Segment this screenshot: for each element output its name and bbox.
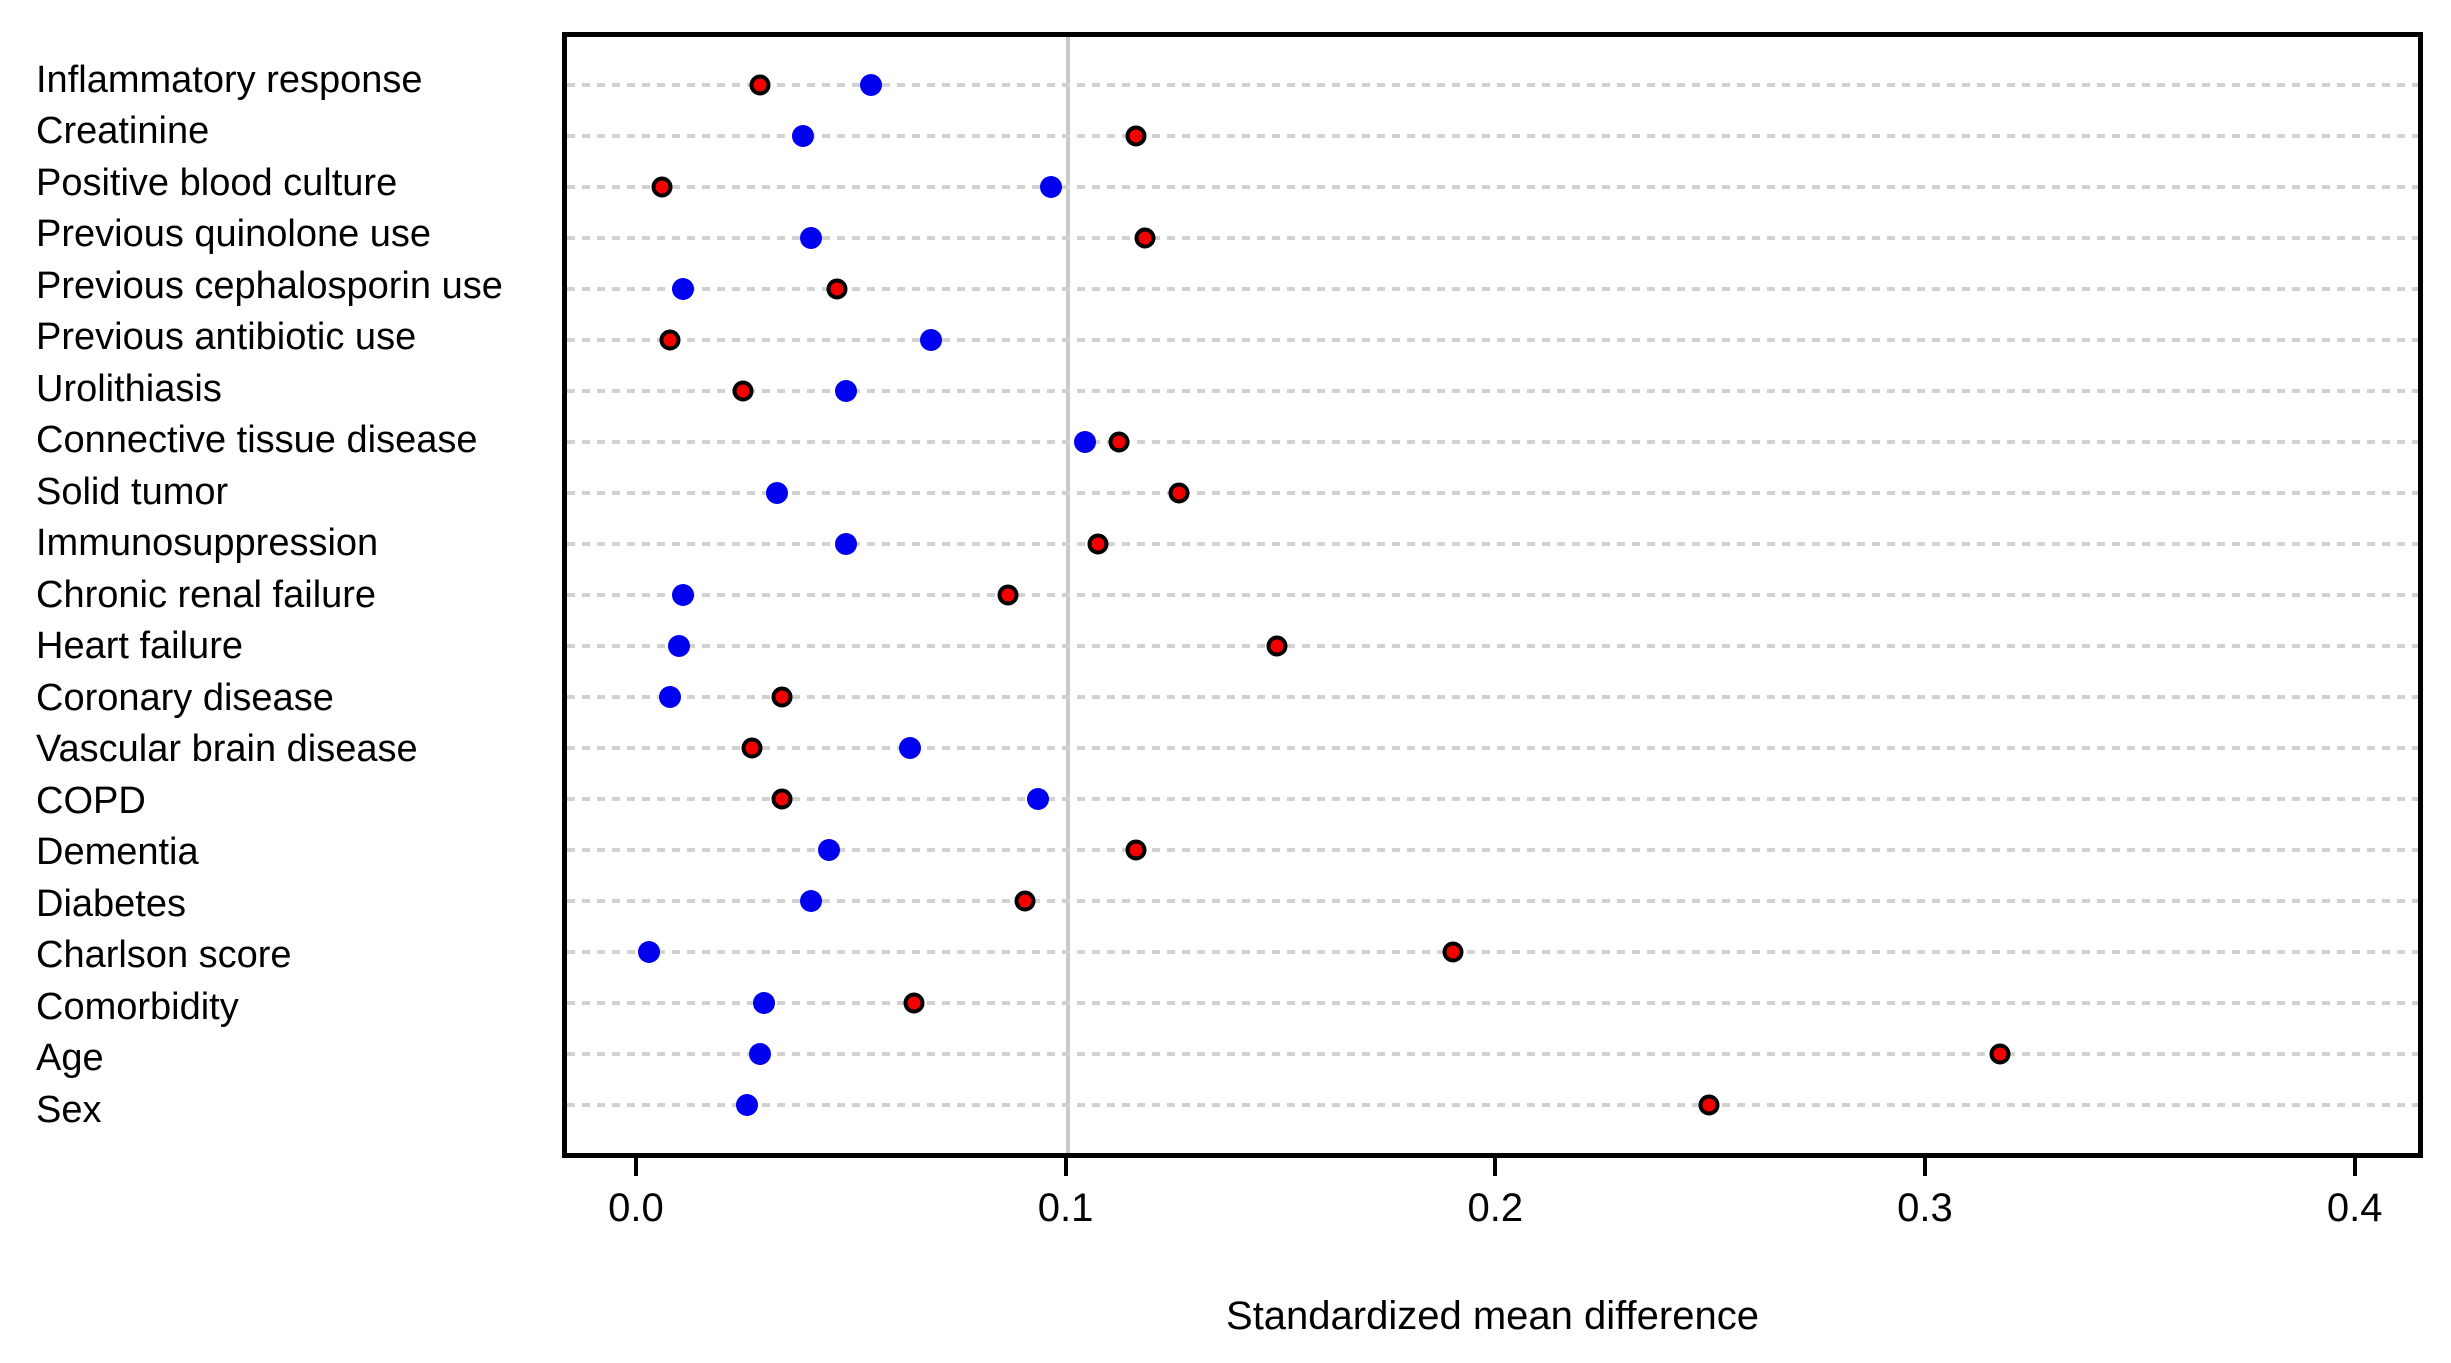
category-labels: Inflammatory response Creatinine Positive …: [0, 32, 562, 1158]
x-axis-tick-label: 0.2: [1467, 1186, 1524, 1230]
data-point-red: [1014, 890, 1036, 912]
data-point-blue: [672, 583, 695, 606]
x-axis-tick: [1493, 1158, 1498, 1176]
data-point-blue: [898, 736, 921, 759]
data-point-red: [997, 584, 1019, 606]
x-axis-tick-label: 0.0: [608, 1186, 664, 1230]
category-label: Positive blood culture: [36, 161, 398, 204]
category-label: Chronic renal failure: [36, 573, 377, 616]
data-point-blue: [800, 226, 823, 249]
gridline: [567, 337, 2418, 342]
gridline: [567, 82, 2418, 87]
category-label: Charlson score: [36, 934, 292, 977]
x-axis-tick: [1063, 1158, 1068, 1176]
gridline: [567, 1001, 2418, 1006]
data-point-red: [732, 380, 754, 402]
data-point-red: [903, 992, 925, 1014]
x-axis-tick: [2352, 1158, 2357, 1176]
gridline: [567, 286, 2418, 291]
category-label: Dementia: [36, 831, 199, 874]
gridline: [567, 490, 2418, 495]
category-label: Heart failure: [36, 625, 243, 668]
data-point-blue: [667, 634, 690, 657]
data-point-blue: [791, 124, 814, 147]
gridline: [567, 1103, 2418, 1108]
x-axis-tick-label: 0.3: [1897, 1186, 1953, 1230]
data-point-red: [1266, 635, 1288, 657]
category-label: Previous quinolone use: [36, 213, 432, 256]
gridline: [567, 848, 2418, 853]
data-point-blue: [800, 890, 823, 913]
data-point-red: [1168, 482, 1190, 504]
gridline: [567, 745, 2418, 750]
gridline: [567, 133, 2418, 138]
category-label: Inflammatory response: [36, 58, 423, 101]
data-point-blue: [834, 532, 857, 555]
data-point-red: [1442, 941, 1464, 963]
data-point-red: [826, 278, 848, 300]
x-axis-tick: [1922, 1158, 1927, 1176]
data-point-red: [771, 686, 793, 708]
gridline: [567, 643, 2418, 648]
data-point-blue: [749, 1043, 772, 1066]
category-label: Vascular brain disease: [36, 728, 418, 771]
gridline: [567, 592, 2418, 597]
data-point-blue: [1026, 788, 1049, 811]
data-point-red: [1989, 1043, 2011, 1065]
data-point-blue: [817, 839, 840, 862]
data-point-blue: [672, 277, 695, 300]
category-label: Sex: [36, 1088, 102, 1131]
data-point-blue: [1039, 175, 1062, 198]
data-point-blue: [638, 941, 661, 964]
gridline: [567, 541, 2418, 546]
gridline: [567, 950, 2418, 955]
data-point-red: [1125, 839, 1147, 861]
gridline: [567, 899, 2418, 904]
data-point-blue: [766, 481, 789, 504]
data-point-red: [659, 329, 681, 351]
gridline: [567, 439, 2418, 444]
data-point-blue: [860, 73, 883, 96]
data-point-red: [651, 176, 673, 198]
category-label: Diabetes: [36, 882, 186, 925]
data-point-red: [1125, 125, 1147, 147]
category-label: Connective tissue disease: [36, 419, 478, 462]
plot-panel: [562, 32, 2423, 1158]
data-point-blue: [753, 992, 776, 1015]
data-point-blue: [1073, 430, 1096, 453]
data-point-red: [741, 737, 763, 759]
gridline: [567, 694, 2418, 699]
x-axis-tick-label: 0.1: [1037, 1186, 1094, 1230]
x-axis-title: Standardized mean difference: [1226, 1294, 1759, 1338]
gridline: [567, 797, 2418, 802]
x-axis-tick: [633, 1158, 638, 1176]
category-label: Comorbidity: [36, 985, 239, 1028]
category-label: Previous antibiotic use: [36, 316, 417, 359]
category-label: Solid tumor: [36, 470, 229, 513]
data-point-blue: [834, 379, 857, 402]
data-point-red: [1087, 533, 1109, 555]
data-point-red: [771, 788, 793, 810]
gridline: [567, 388, 2418, 393]
category-label: Immunosuppression: [36, 522, 379, 565]
gridline: [567, 184, 2418, 189]
data-point-blue: [920, 328, 943, 351]
category-label: Previous cephalosporin use: [36, 264, 503, 307]
data-point-blue: [736, 1094, 759, 1117]
data-point-red: [1134, 227, 1156, 249]
gridline: [567, 235, 2418, 240]
category-label: Coronary disease: [36, 676, 334, 719]
data-point-red: [749, 74, 771, 96]
gridline: [567, 1052, 2418, 1057]
category-label: Age: [36, 1037, 104, 1080]
category-label: Creatinine: [36, 110, 210, 153]
data-point-blue: [659, 685, 682, 708]
x-axis-tick-label: 0.4: [2326, 1186, 2383, 1230]
category-label: COPD: [36, 779, 146, 822]
data-point-red: [1698, 1094, 1720, 1116]
category-label: Urolithiasis: [36, 367, 222, 410]
data-point-red: [1108, 431, 1130, 453]
